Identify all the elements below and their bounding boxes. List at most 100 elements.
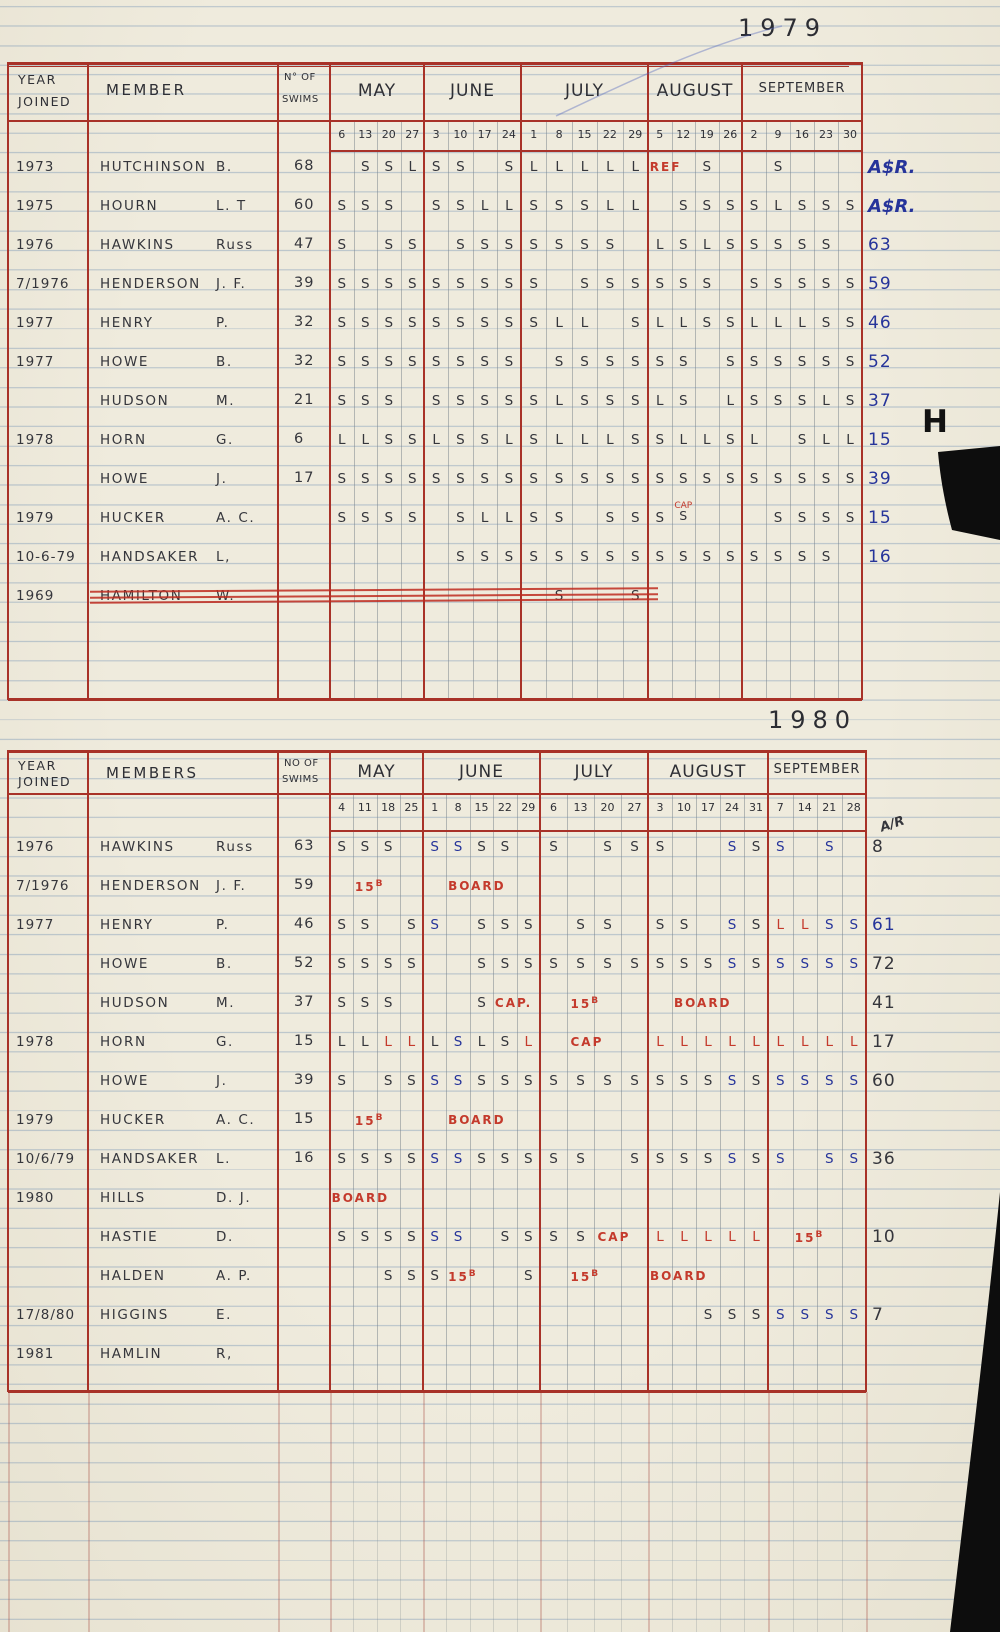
mark-cell: S xyxy=(727,839,737,855)
mark-cell: S xyxy=(797,510,807,526)
member-name: HUCKER xyxy=(100,510,166,526)
mark-cell: S xyxy=(431,315,441,331)
mark-cell: S xyxy=(360,917,370,933)
mark-cell: S xyxy=(821,315,831,331)
mark-cell: S xyxy=(797,354,807,370)
member-name: HAWKINS xyxy=(100,839,175,855)
swims-count: 32 xyxy=(294,314,315,330)
mark-cell: S xyxy=(504,237,514,253)
faint-column-line xyxy=(446,1392,448,1632)
date-header: 3 xyxy=(656,801,664,814)
date-column-line xyxy=(493,793,495,1392)
mark-cell: S xyxy=(383,1229,393,1245)
mark-cell: S xyxy=(576,1151,585,1167)
mark-cell: S xyxy=(453,1229,463,1245)
mark-cell: S xyxy=(431,276,441,292)
mark-cell: L xyxy=(555,159,563,175)
column-header: SWIMS xyxy=(282,773,319,785)
date-column-line xyxy=(376,793,378,1392)
row-total: A$R. xyxy=(868,196,916,217)
mark-cell: L xyxy=(337,1034,346,1050)
mark-cell: S xyxy=(727,1151,737,1167)
mark-cell: L xyxy=(480,510,489,526)
mark-cell: S xyxy=(524,1229,533,1245)
mark-cell: L xyxy=(555,432,563,448)
mark-cell: S xyxy=(800,1307,810,1323)
table-border-vertical xyxy=(7,62,9,700)
swims-count: 6 xyxy=(294,431,305,447)
faint-column-line xyxy=(330,1392,332,1632)
mark-cell: S xyxy=(631,510,640,526)
mark-cell: S xyxy=(749,237,759,253)
mark-cell: S xyxy=(360,393,370,409)
mark-cell: S xyxy=(337,198,347,214)
page-title-1979: 1979 xyxy=(738,14,828,42)
member-name: HOURN xyxy=(100,198,159,214)
mark-cell: L xyxy=(752,1229,760,1245)
mark-cell: S xyxy=(360,354,370,370)
mark-cell: L xyxy=(580,159,589,175)
date-header: 14 xyxy=(797,801,812,814)
mark-cell: S xyxy=(725,315,735,331)
mark-cell: S xyxy=(797,549,807,565)
mark-cell: L xyxy=(655,237,664,253)
mark-cell: S xyxy=(554,510,564,526)
mark-cell: S xyxy=(751,1151,761,1167)
mark-cell: S xyxy=(797,276,807,292)
mark-cell: L xyxy=(849,1034,858,1050)
mark-cell: S xyxy=(360,315,370,331)
date-header: 2 xyxy=(750,128,758,141)
mark-cell: L xyxy=(505,198,513,214)
mark-cell: S xyxy=(384,237,394,253)
date-column-line xyxy=(817,793,818,1392)
table-row: HUDSON M. 21 S S S S S S S S L S S S L S L S S S L S 37 xyxy=(8,384,952,423)
table-row: 1976 HAWKINS Russ 63 S S S S S S S S S S S S S S S 8 A/R xyxy=(8,814,956,869)
year-joined: 1977 xyxy=(16,917,55,933)
member-name: HENDERSON xyxy=(100,878,201,894)
mark-cell: S xyxy=(524,956,533,972)
mark-cell: S xyxy=(580,354,589,370)
row-total: 63 xyxy=(868,235,892,255)
mark-cell: L xyxy=(679,432,688,448)
mark-cell: S xyxy=(524,1268,533,1284)
table-border-horizontal xyxy=(8,62,862,65)
mark-cell: L xyxy=(728,1229,736,1245)
mark-cell: L xyxy=(524,1034,533,1050)
faint-column-line xyxy=(88,1392,90,1632)
mark-cell: L xyxy=(800,1034,809,1050)
year-joined: 7/1976 xyxy=(16,276,70,292)
mark-cell: S xyxy=(821,354,831,370)
mark-cell: S xyxy=(384,315,394,331)
date-header: 8 xyxy=(454,801,462,814)
date-column-line xyxy=(792,793,794,1392)
mark-cell: S xyxy=(554,237,564,253)
mark-cell: S xyxy=(383,1268,393,1284)
mark-cell: S xyxy=(845,393,855,409)
year-joined: 1978 xyxy=(16,432,55,448)
table-row: 10-6-79 HANDSAKER L, S S S S S S S S S S S S S S S S 16 xyxy=(8,540,952,579)
member-name: HIGGINS xyxy=(100,1307,169,1323)
mark-cell: L xyxy=(752,1034,760,1050)
mark-cell: S xyxy=(337,1229,346,1245)
mark-cell: S xyxy=(431,159,441,175)
swims-count: 15 xyxy=(294,1033,315,1049)
mark-cell: S xyxy=(456,393,465,409)
mark-cell: S xyxy=(407,471,417,487)
member-name: HUDSON xyxy=(100,995,170,1011)
date-column-line xyxy=(597,120,599,700)
table-row: 1976 HAWKINS Russ 47 S S S S S S S S S S L S L S S S S S 63 xyxy=(8,228,952,267)
annotation-note: 15B xyxy=(448,1269,478,1284)
mark-cell: S xyxy=(337,393,347,409)
member-initials: D. J. xyxy=(216,1190,252,1206)
mark-cell: L xyxy=(606,198,614,214)
mark-cell: S xyxy=(775,956,785,972)
mark-cell: L xyxy=(680,1229,688,1245)
mark-cell: S xyxy=(549,1151,558,1167)
mark-cell: S xyxy=(529,315,538,331)
mark-cell: S xyxy=(549,1229,558,1245)
table-border-horizontal xyxy=(8,66,850,68)
mark-cell: S xyxy=(751,839,761,855)
date-column-line xyxy=(695,120,696,700)
member-initials: J. F. xyxy=(216,878,247,894)
table-row: 1978 HORN G. 15 L L L L L S L S L CAP L L L L L L L L L 17 xyxy=(8,1025,956,1064)
